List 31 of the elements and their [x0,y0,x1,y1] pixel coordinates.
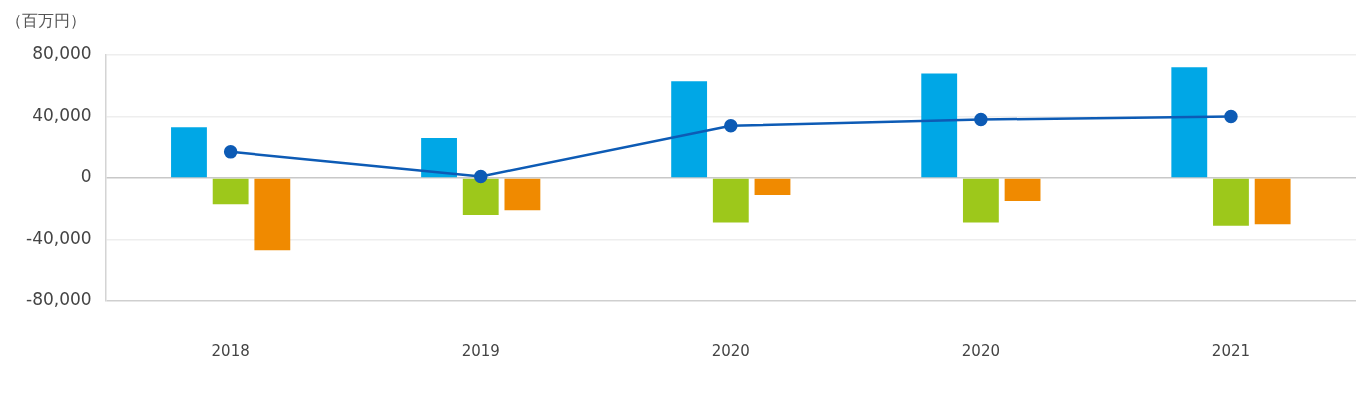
x-tick-label: 2020 [961,341,1000,360]
y-axis-title: （百万円） [6,11,86,31]
x-tick-label: 2018 [211,341,250,360]
bar [1254,178,1291,225]
x-tick-label: 2019 [461,341,500,360]
y-tick-label: 0 [80,166,92,187]
bar [921,73,958,178]
bar [1213,178,1249,226]
y-tick-label: -40,000 [25,227,92,248]
x-tick-label: 2021 [1211,341,1251,360]
point [724,118,738,133]
bar [712,178,749,223]
x-tick-label: 2020 [711,341,750,360]
point [473,169,488,184]
y-tick-label: -80,000 [25,289,92,310]
bar [754,178,791,195]
bar [1004,178,1041,202]
bar [504,178,541,211]
bar [171,127,207,178]
bar [962,178,999,223]
point [974,112,988,127]
y-tick-label: 40,000 [32,104,92,125]
bar [671,81,708,178]
bar [462,178,499,215]
bar [421,138,457,178]
bar [254,178,291,251]
point [1224,109,1238,124]
point [223,145,238,159]
bar [1171,67,1208,178]
y-tick-label: 80,000 [32,43,92,64]
bar [212,178,249,205]
